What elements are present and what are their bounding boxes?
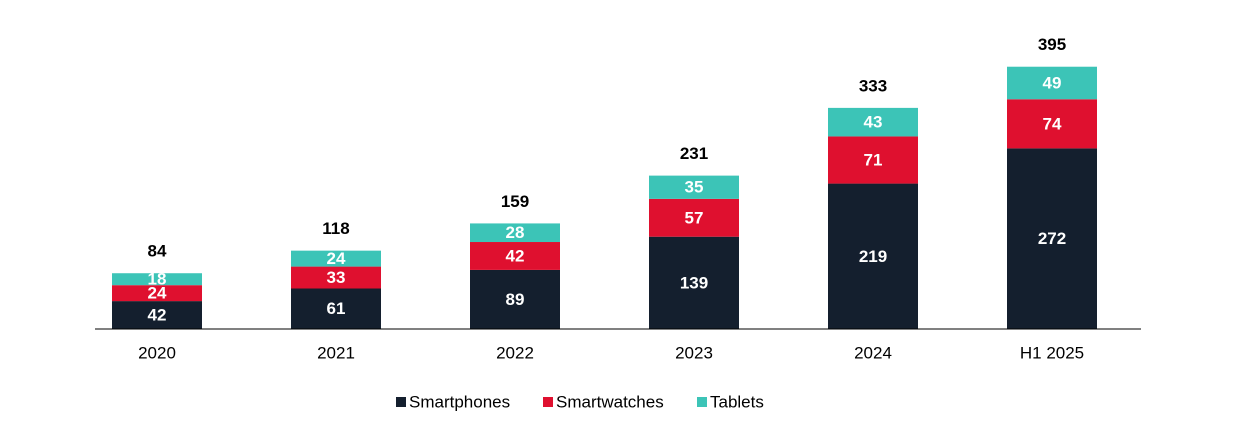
bar-segment-smartwatches-2023 [649,198,739,237]
data-label-tablets-2020: 18 [148,270,167,289]
x-tick-label-2023: 2023 [675,344,713,363]
bar-segment-tablets-h1-2025 [1007,66,1097,100]
bar-segment-smartwatches-2024 [828,136,918,184]
data-label-smartwatches-h1-2025: 74 [1043,114,1062,133]
bar-segment-smartphones-2021 [291,288,381,329]
data-label-tablets-2022: 28 [506,223,525,242]
bar-segment-smartwatches-2021 [291,266,381,289]
bar-segment-smartwatches-2020 [112,285,202,302]
data-label-tablets-2024: 43 [864,113,883,132]
bar-segment-tablets-2023 [649,175,739,199]
legend-swatch-smartwatches [543,397,553,407]
bars-layer: 4224188461332411889422815913957352312197… [112,35,1097,329]
data-label-smartphones-2024: 219 [859,247,887,266]
bar-segment-smartphones-2023 [649,236,739,329]
bar-segment-smartphones-h1-2025 [1007,148,1097,329]
data-label-smartwatches-2021: 33 [327,268,346,287]
legend: Smartphones Smartwatches Tablets [396,393,764,412]
data-label-smartwatches-2020: 24 [148,284,167,303]
legend-label-smartphones: Smartphones [409,393,510,412]
data-label-smartphones-2023: 139 [680,273,708,292]
bar-segment-smartphones-2020 [112,301,202,329]
total-label-h1-2025: 395 [1038,35,1066,54]
data-label-tablets-2023: 35 [685,178,704,197]
data-label-smartphones-2021: 61 [327,299,346,318]
x-tick-label-h1-2025: H1 2025 [1020,344,1084,363]
x-tick-label-2022: 2022 [496,344,534,363]
total-label-2024: 333 [859,76,887,95]
bar-segment-smartwatches-2022 [470,242,560,270]
total-label-2023: 231 [680,144,708,163]
x-tick-label-2020: 2020 [138,344,176,363]
bar-segment-tablets-2021 [291,250,381,267]
x-tick-labels: 2020 2021 2022 2023 2024 H1 2025 [138,344,1084,363]
data-label-smartphones-h1-2025: 272 [1038,229,1066,248]
data-label-smartwatches-2022: 42 [506,246,525,265]
total-label-2022: 159 [501,192,529,211]
data-label-smartwatches-2024: 71 [864,151,883,170]
x-tick-label-2021: 2021 [317,344,355,363]
bar-segment-smartphones-2024 [828,183,918,329]
bar-segment-tablets-2022 [470,223,560,243]
bar-segment-tablets-2024 [828,107,918,137]
legend-label-tablets: Tablets [710,393,764,412]
bar-segment-smartphones-2022 [470,269,560,329]
total-label-2021: 118 [322,219,349,238]
total-label-2020: 84 [148,242,167,261]
data-label-smartphones-2022: 89 [506,290,525,309]
legend-label-smartwatches: Smartwatches [556,393,664,412]
bar-segment-tablets-2020 [112,273,202,286]
legend-swatch-smartphones [396,397,406,407]
legend-swatch-tablets [697,397,707,407]
data-label-tablets-2021: 24 [327,249,346,268]
bar-segment-smartwatches-h1-2025 [1007,99,1097,149]
data-label-tablets-h1-2025: 49 [1043,73,1062,92]
data-label-smartphones-2020: 42 [148,306,167,325]
data-label-smartwatches-2023: 57 [685,208,704,227]
x-tick-label-2024: 2024 [854,344,892,363]
